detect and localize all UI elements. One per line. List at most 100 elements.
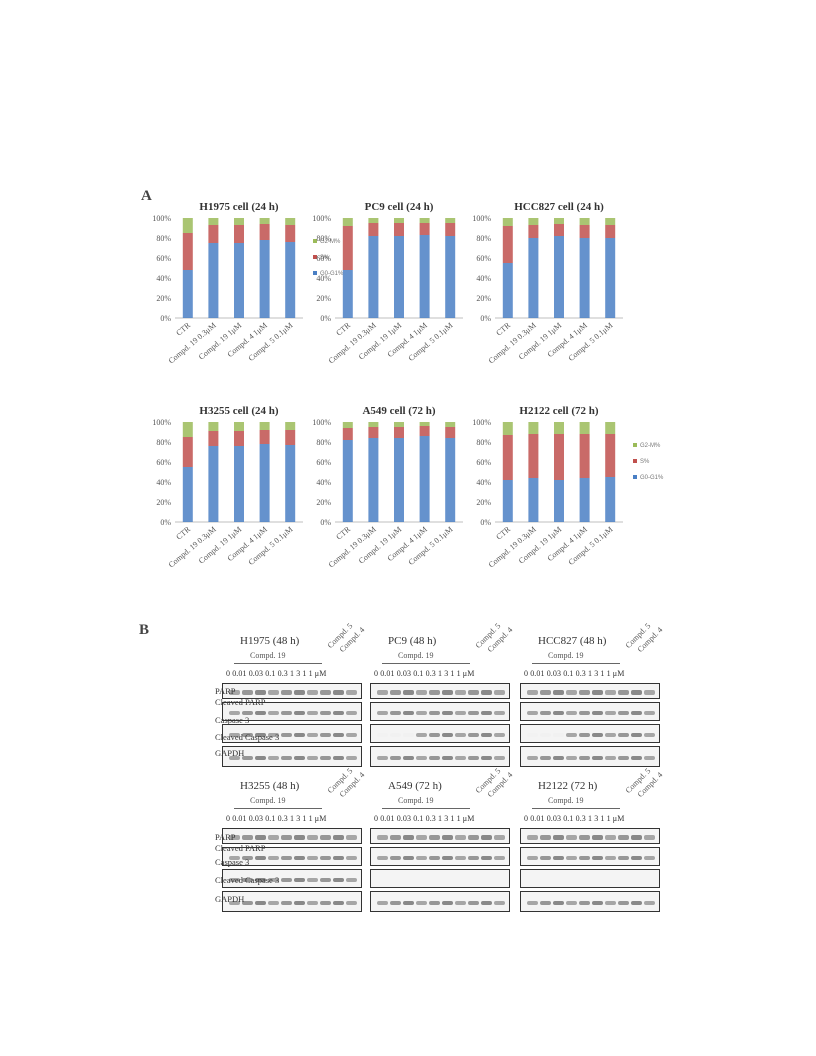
blot-band (242, 855, 253, 860)
blot-band (429, 710, 440, 715)
blot-band (307, 710, 318, 715)
y-tick-label: 20% (316, 294, 331, 303)
bar-segment-g2m (234, 422, 244, 431)
blot-band (527, 900, 538, 905)
y-tick-label: 40% (156, 274, 171, 283)
blot-band (255, 732, 266, 737)
y-tick-label: 100% (152, 418, 171, 427)
blot-band (618, 834, 629, 840)
blot-strip (222, 891, 362, 912)
blot-band (255, 755, 266, 760)
blot-strip (222, 828, 362, 844)
panel-b-label: B (139, 622, 150, 638)
dose-labels: 0 0.01 0.03 0.1 0.3 1 3 1 1 μM (374, 814, 475, 823)
blot-band (442, 755, 453, 760)
blot-band (455, 855, 466, 860)
chart-title: A549 cell (72 h) (362, 405, 435, 417)
bar-segment-g2m (419, 218, 430, 223)
bar-segment-s (182, 233, 193, 270)
chart-h2122: H2122 cell (72 h) 0% 20% 40% 60% 80% 100% CTR Co… (465, 402, 680, 597)
blot-band (416, 732, 427, 737)
bar-segment-g2m (502, 422, 513, 435)
bar-segment-s (394, 427, 404, 438)
blot-band (242, 900, 253, 905)
chart-pc9: PC9 cell (24 h) 0% 20% 40% 60% 80% 100% CTR Comp… (305, 198, 485, 393)
blot-band (468, 834, 479, 840)
blot-band (390, 755, 401, 760)
blot-band (592, 900, 603, 905)
blot-band (429, 755, 440, 760)
legend-swatch (633, 459, 637, 463)
blot-band (255, 834, 266, 840)
blot-band (294, 834, 305, 840)
bar-segment-g2m (445, 218, 456, 223)
y-tick-label: 100% (472, 418, 491, 427)
blot-band (494, 710, 505, 715)
blot-band (455, 834, 466, 840)
blot-band (527, 689, 538, 695)
blot-band (579, 834, 590, 840)
bar-segment-g0g1 (605, 238, 616, 318)
legend-label: G2-M% (640, 443, 661, 449)
blot-band (455, 755, 466, 760)
blot-band (566, 834, 577, 840)
blot-band (255, 855, 266, 860)
bar-segment-s (234, 431, 244, 446)
blot-strip (222, 869, 362, 888)
bar-segment-g2m (208, 422, 219, 431)
blot-band (333, 834, 344, 840)
blot-band (294, 689, 305, 695)
blot-band (281, 877, 292, 882)
blot-band (566, 755, 577, 760)
blot-strip (520, 702, 660, 721)
blot-strip (222, 746, 362, 767)
bar-segment-s (579, 434, 590, 478)
legend-label: G0-G1% (320, 271, 344, 277)
blot-band (592, 689, 603, 695)
compd19-label: Compd. 19 (398, 651, 434, 660)
y-tick-label: 0% (160, 518, 171, 527)
blot-band (553, 755, 564, 760)
blot-band (631, 710, 642, 715)
blot-strip (520, 869, 660, 888)
blot-band (553, 834, 564, 840)
blot-band (320, 877, 331, 882)
blot-band (229, 710, 240, 715)
blot-band (294, 755, 305, 760)
y-tick-label: 40% (476, 274, 491, 283)
category-label: Compd. 5 0.1μM (567, 321, 615, 363)
blot-band (579, 877, 590, 882)
bar-segment-g2m (394, 422, 404, 427)
blot-band (566, 732, 577, 737)
bar-segment-g2m (445, 422, 456, 427)
bar-segment-s (285, 430, 296, 445)
blot-title: H3255 (48 h) (240, 780, 300, 792)
blot-band (494, 834, 505, 840)
blot-band (644, 834, 655, 840)
blot-band (481, 710, 492, 715)
blot-band (442, 710, 453, 715)
blot-band (307, 900, 318, 905)
legend-swatch (633, 475, 637, 479)
category-label: CTR (494, 320, 512, 337)
blot-band (307, 834, 318, 840)
blot-band (403, 877, 414, 882)
blot-band (442, 689, 453, 695)
blot-strip (370, 683, 510, 699)
blot-band (390, 900, 401, 905)
bar-segment-s (208, 431, 219, 446)
bar-segment-g2m (579, 422, 590, 434)
blot-band (442, 732, 453, 737)
bar-segment-s (579, 225, 590, 238)
bar-segment-g0g1 (528, 478, 539, 522)
blot-band (540, 877, 551, 882)
bar-segment-g0g1 (259, 444, 270, 522)
blot-band (403, 834, 414, 840)
blot-band (566, 710, 577, 715)
bar-segment-g0g1 (285, 242, 296, 318)
blot-band (281, 855, 292, 860)
bar-segment-g2m (342, 218, 353, 226)
y-tick-label: 80% (156, 234, 171, 243)
blot-band (592, 877, 603, 882)
blot-strip (222, 724, 362, 743)
